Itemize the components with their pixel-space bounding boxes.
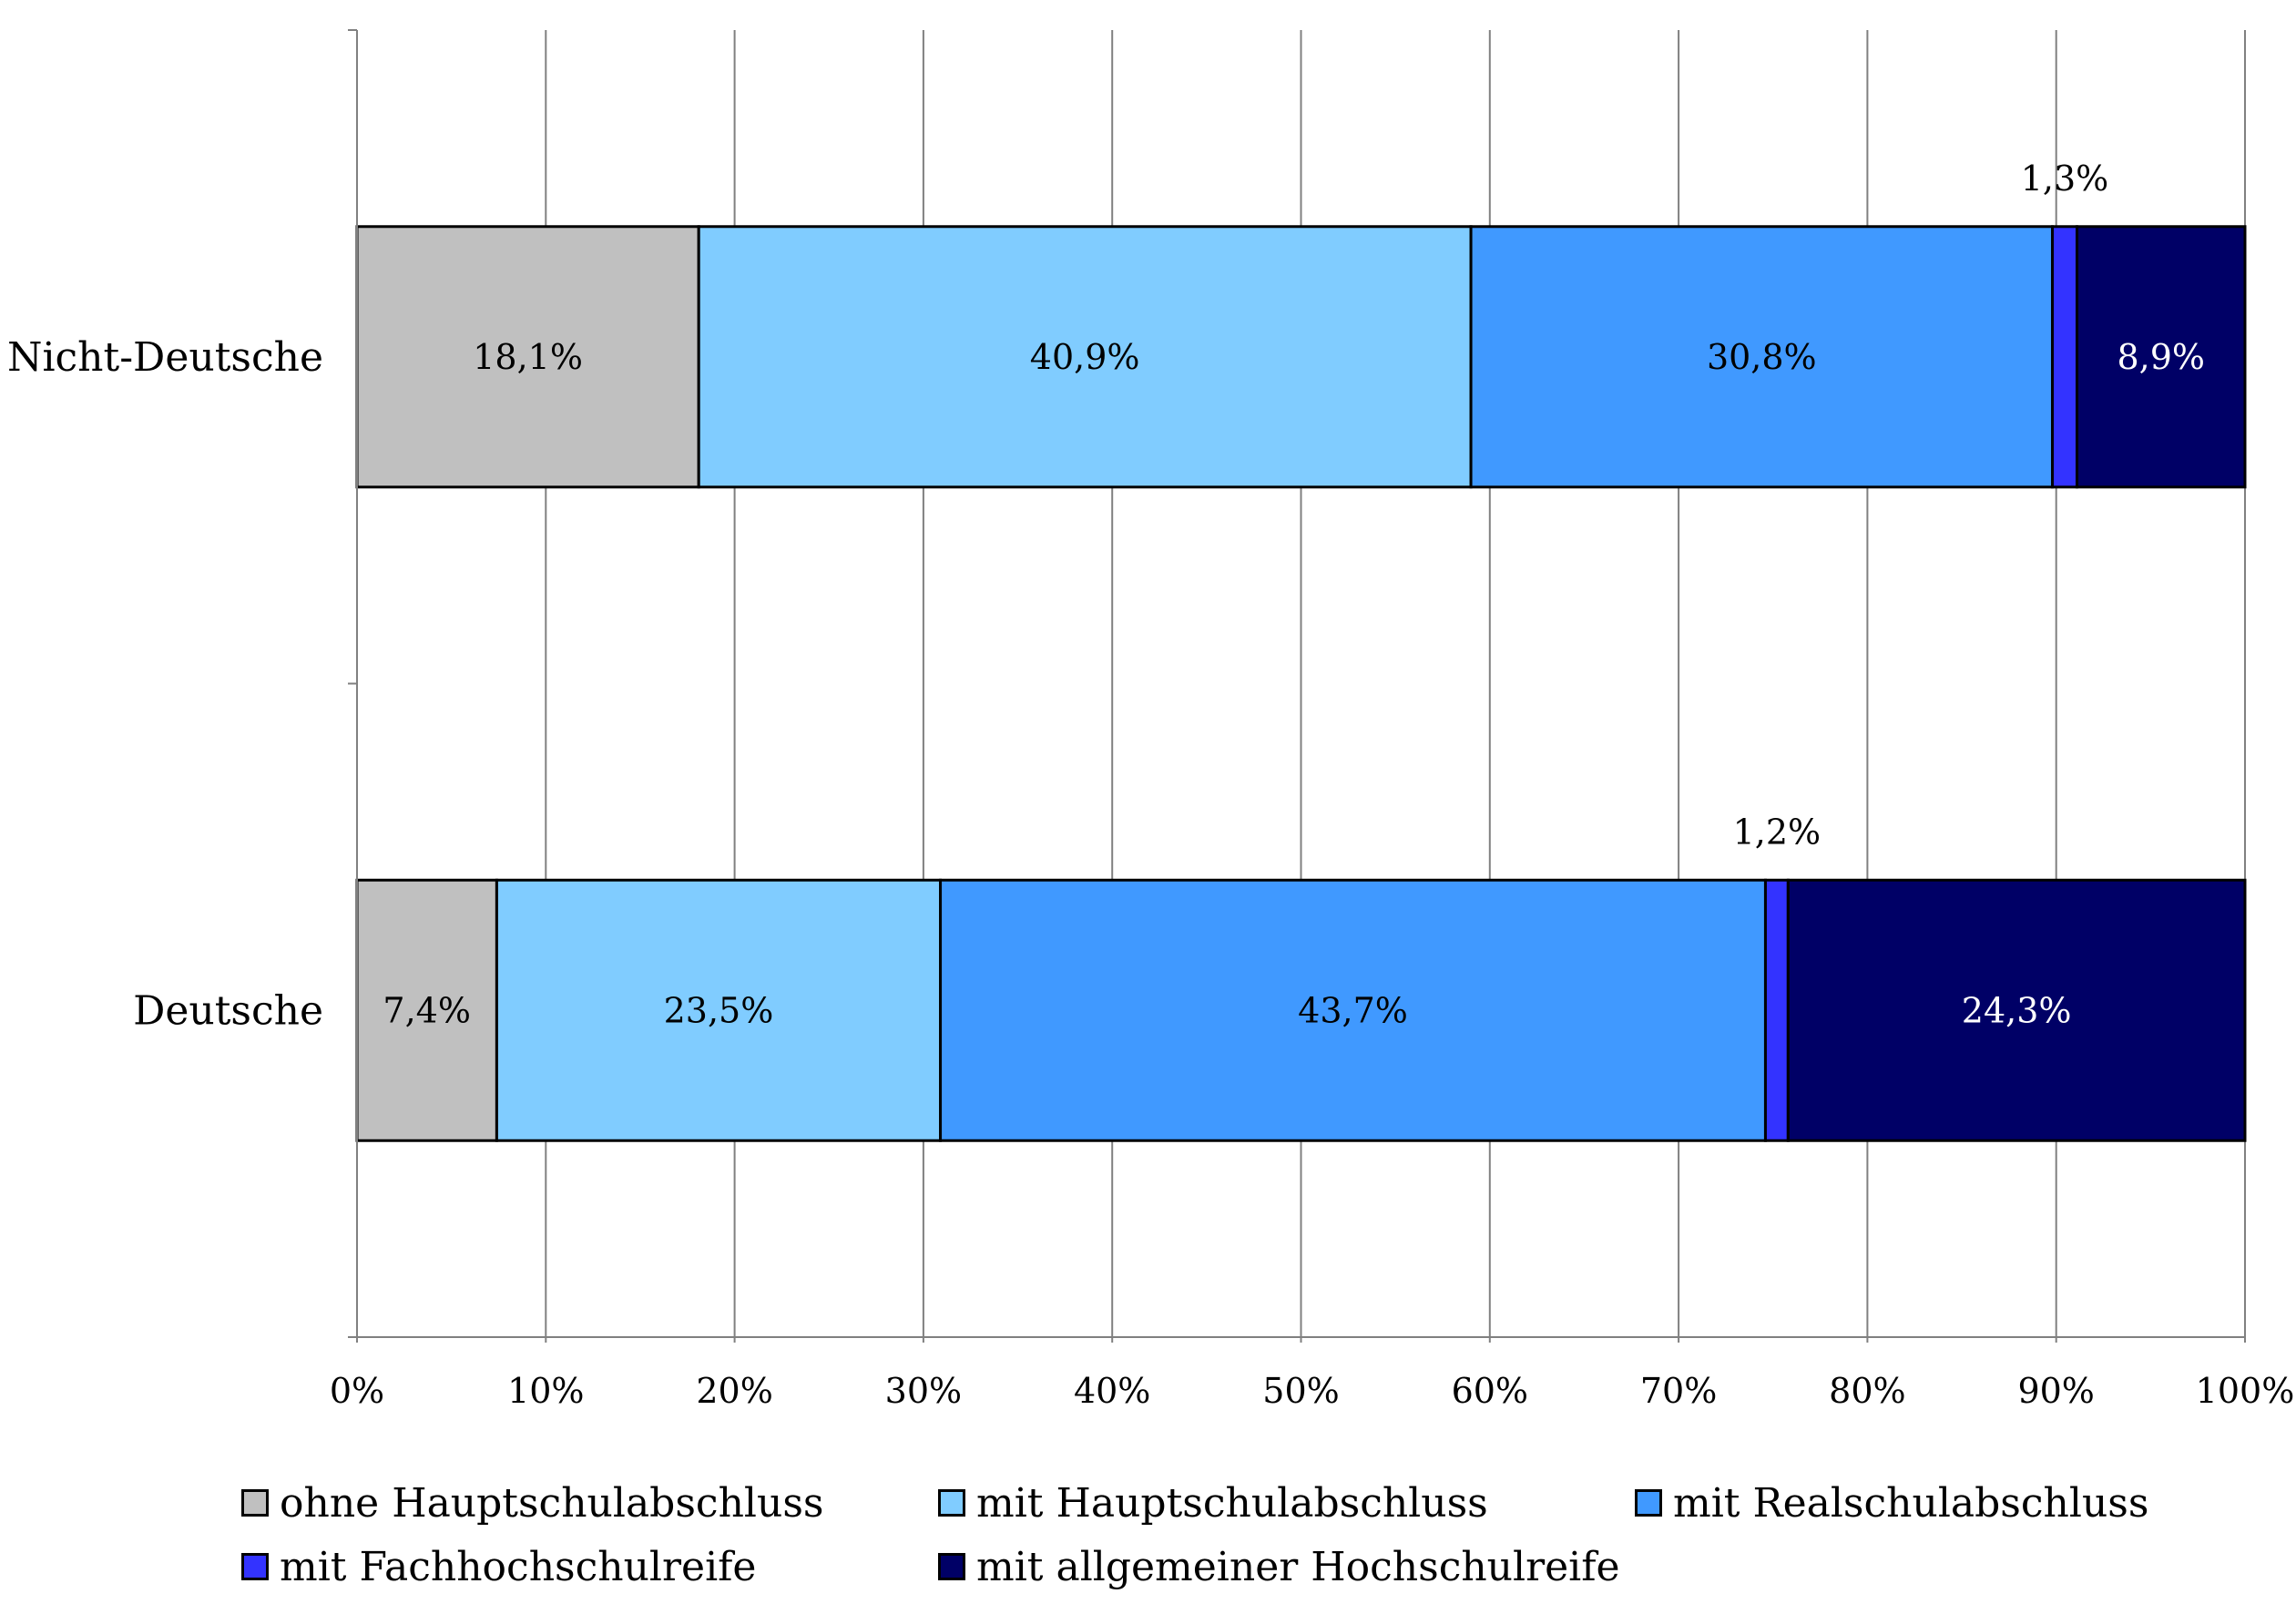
bar-segment bbox=[697, 225, 1473, 489]
x-tick-label: 50% bbox=[1262, 1371, 1339, 1411]
x-tick-label: 20% bbox=[696, 1371, 772, 1411]
stacked-bar-chart: 0% 10% 20% 30% 40% 50% 60% 70% 80% 90% 100% Nicht-D… bbox=[7, 29, 2294, 1411]
data-label: 7,4% bbox=[383, 990, 471, 1030]
legend-swatch bbox=[241, 1553, 269, 1580]
bar-segment bbox=[939, 878, 1767, 1142]
legend-item: mit Fachhochschulreife bbox=[241, 1539, 756, 1594]
data-label: 23,5% bbox=[664, 990, 774, 1030]
legend-swatch bbox=[938, 1489, 965, 1517]
x-tick-label: 90% bbox=[2017, 1371, 2094, 1411]
legend-item: ohne Hauptschulabschluss bbox=[241, 1476, 823, 1530]
data-label: 1,3% bbox=[2021, 158, 2109, 199]
category-label: Nicht-Deutsche bbox=[7, 334, 323, 381]
data-label: 30,8% bbox=[1707, 337, 1817, 377]
bar-segment bbox=[495, 878, 943, 1142]
legend-item: mit Realschulabschluss bbox=[1635, 1476, 2148, 1530]
x-tick-label: 30% bbox=[885, 1371, 962, 1411]
x-tick-label: 10% bbox=[507, 1371, 584, 1411]
data-label: 18,1% bbox=[473, 337, 583, 377]
axes bbox=[348, 29, 2246, 1343]
data-label: 8,9% bbox=[2117, 337, 2205, 377]
legend-swatch bbox=[241, 1489, 269, 1517]
data-label: 43,7% bbox=[1298, 990, 1408, 1030]
data-label: 40,9% bbox=[1030, 337, 1140, 377]
x-tick-label: 40% bbox=[1074, 1371, 1150, 1411]
bar-segment bbox=[1786, 878, 2247, 1142]
x-tick-label: 70% bbox=[1640, 1371, 1717, 1411]
legend-label: mit allgemeiner Hochschulreife bbox=[976, 1543, 1620, 1590]
legend-item: mit Hauptschulabschluss bbox=[938, 1476, 1488, 1530]
bars bbox=[355, 225, 2247, 1142]
legend: ohne Hauptschulabschluss mit Hauptschulab… bbox=[241, 1476, 2281, 1603]
data-label: 24,3% bbox=[1962, 990, 2072, 1030]
x-tick-label: 100% bbox=[2196, 1371, 2295, 1411]
legend-label: mit Fachhochschulreife bbox=[280, 1543, 757, 1590]
x-tick-label: 60% bbox=[1452, 1371, 1528, 1411]
data-label: 1,2% bbox=[1733, 812, 1821, 852]
labels: 0% 10% 20% 30% 40% 50% 60% 70% 80% 90% 100% Nicht-D… bbox=[7, 158, 2294, 1411]
bar-segment bbox=[1469, 225, 2055, 489]
legend-label: mit Hauptschulabschluss bbox=[976, 1479, 1488, 1527]
legend-swatch bbox=[938, 1553, 965, 1580]
bar-segment bbox=[2051, 225, 2079, 489]
bar-segment bbox=[1763, 878, 1790, 1142]
legend-item: mit allgemeiner Hochschulreife bbox=[938, 1539, 1620, 1594]
x-tick-label: 0% bbox=[330, 1371, 384, 1411]
bar-segment bbox=[2076, 225, 2247, 489]
legend-label: ohne Hauptschulabschluss bbox=[280, 1479, 824, 1527]
legend-swatch bbox=[1635, 1489, 1662, 1517]
category-label: Deutsche bbox=[133, 987, 323, 1034]
x-tick-label: 80% bbox=[1829, 1371, 1905, 1411]
legend-label: mit Realschulabschluss bbox=[1673, 1479, 2149, 1527]
